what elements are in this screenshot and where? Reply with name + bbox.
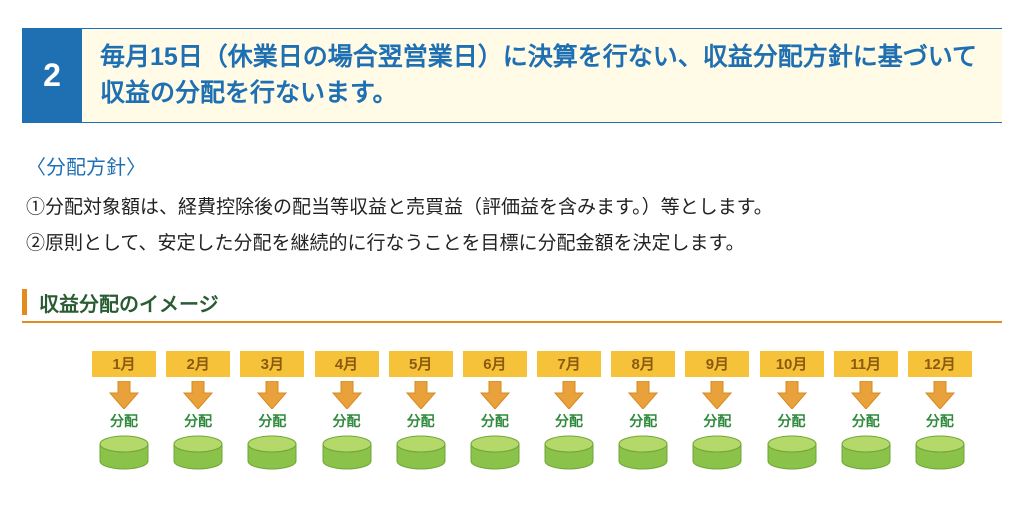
policy-line-1: ①分配対象額は、経費控除後の配当等収益と売買益（評価益を含みます。）等とします。 — [26, 190, 998, 226]
down-arrow-icon — [331, 381, 363, 409]
down-arrow-icon — [924, 381, 956, 409]
distribution-label: 分配 — [333, 411, 361, 431]
down-arrow-icon — [553, 381, 585, 409]
coin-stack-icon — [690, 435, 744, 471]
month-column: 6月分配 — [463, 351, 527, 471]
down-arrow-icon — [479, 381, 511, 409]
month-column: 5月分配 — [389, 351, 453, 471]
subsection-title: 収益分配のイメージ — [39, 288, 219, 317]
down-arrow-icon — [256, 381, 288, 409]
policy-block: 〈分配方針〉 ①分配対象額は、経費控除後の配当等収益と売買益（評価益を含みます。… — [22, 151, 1002, 262]
month-column: 9月分配 — [685, 351, 749, 471]
month-column: 10月分配 — [760, 351, 824, 471]
month-label: 7月 — [537, 351, 601, 377]
month-label: 12月 — [908, 351, 972, 377]
section-number: 2 — [22, 28, 82, 123]
distribution-label: 分配 — [407, 411, 435, 431]
month-label: 9月 — [685, 351, 749, 377]
down-arrow-icon — [405, 381, 437, 409]
distribution-label: 分配 — [555, 411, 583, 431]
down-arrow-icon — [701, 381, 733, 409]
coin-stack-icon — [320, 435, 374, 471]
down-arrow-icon — [776, 381, 808, 409]
policy-line-2: ②原則として、安定した分配を継続的に行なうことを目標に分配金額を決定します。 — [26, 226, 998, 262]
coin-stack-icon — [616, 435, 670, 471]
month-label: 4月 — [315, 351, 379, 377]
month-column: 4月分配 — [315, 351, 379, 471]
distribution-label: 分配 — [852, 411, 880, 431]
coin-stack-icon — [245, 435, 299, 471]
month-label: 6月 — [463, 351, 527, 377]
distribution-label: 分配 — [481, 411, 509, 431]
coin-stack-icon — [394, 435, 448, 471]
distribution-label: 分配 — [778, 411, 806, 431]
down-arrow-icon — [627, 381, 659, 409]
down-arrow-icon — [182, 381, 214, 409]
down-arrow-icon — [108, 381, 140, 409]
coin-stack-icon — [97, 435, 151, 471]
distribution-label: 分配 — [703, 411, 731, 431]
down-arrow-icon — [850, 381, 882, 409]
month-label: 1月 — [92, 351, 156, 377]
distribution-timeline: 1月分配2月分配3月分配4月分配5月分配6月分配7月分配8月分配9月分配10月分… — [22, 351, 1002, 471]
accent-bar — [22, 289, 27, 315]
coin-stack-icon — [542, 435, 596, 471]
month-column: 2月分配 — [166, 351, 230, 471]
coin-stack-icon — [765, 435, 819, 471]
coin-stack-icon — [171, 435, 225, 471]
coin-stack-icon — [839, 435, 893, 471]
month-column: 8月分配 — [611, 351, 675, 471]
distribution-label: 分配 — [629, 411, 657, 431]
month-column: 7月分配 — [537, 351, 601, 471]
month-column: 3月分配 — [240, 351, 304, 471]
section-header: 2 毎月15日（休業日の場合翌営業日）に決算を行ない、収益分配方針に基づいて収益… — [22, 28, 1002, 123]
coin-stack-icon — [468, 435, 522, 471]
month-label: 3月 — [240, 351, 304, 377]
policy-heading: 〈分配方針〉 — [26, 151, 998, 180]
month-label: 10月 — [760, 351, 824, 377]
month-column: 1月分配 — [92, 351, 156, 471]
month-column: 12月分配 — [908, 351, 972, 471]
distribution-label: 分配 — [184, 411, 212, 431]
month-label: 5月 — [389, 351, 453, 377]
month-label: 8月 — [611, 351, 675, 377]
subsection-header: 収益分配のイメージ — [22, 288, 1002, 323]
distribution-label: 分配 — [258, 411, 286, 431]
section-title-text: 毎月15日（休業日の場合翌営業日）に決算を行ない、収益分配方針に基づいて収益の分… — [82, 28, 1002, 123]
distribution-label: 分配 — [110, 411, 138, 431]
month-label: 2月 — [166, 351, 230, 377]
month-column: 11月分配 — [834, 351, 898, 471]
distribution-label: 分配 — [926, 411, 954, 431]
month-label: 11月 — [834, 351, 898, 377]
coin-stack-icon — [913, 435, 967, 471]
